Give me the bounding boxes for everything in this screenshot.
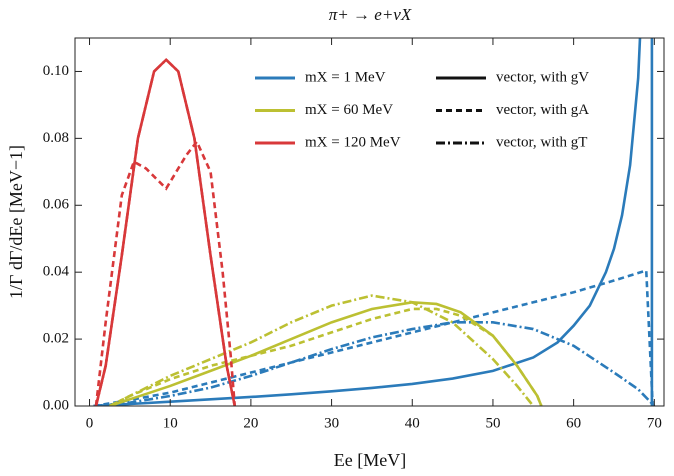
series-line xyxy=(93,38,654,406)
y-tick-label: 0.00 xyxy=(43,397,69,413)
x-tick-label: 10 xyxy=(163,415,178,431)
y-tick-label: 0.08 xyxy=(43,130,69,146)
legend-style-label: vector, with gT xyxy=(496,134,587,150)
y-tick-label: 0.06 xyxy=(43,197,70,213)
legend-style-label: vector, with gA xyxy=(496,102,589,118)
x-tick-label: 50 xyxy=(485,415,500,431)
plot-lines xyxy=(93,38,656,406)
x-tick-label: 40 xyxy=(405,415,420,431)
legend-label: mX = 60 MeV xyxy=(305,102,393,118)
series-line xyxy=(93,268,654,406)
series-line xyxy=(93,321,656,406)
plot-frame xyxy=(74,37,665,407)
x-axis-label: Ee [MeV] xyxy=(334,450,406,470)
legend-style-label: vector, with gV xyxy=(496,69,589,85)
y-axis-label: 1/Γ dΓ/dEe [MeV−1] xyxy=(6,145,26,299)
series-line xyxy=(109,307,543,406)
series-line xyxy=(94,57,237,406)
legend-label: mX = 1 MeV xyxy=(305,69,386,85)
x-tick-label: 60 xyxy=(566,415,581,431)
y-tick-label: 0.02 xyxy=(43,331,69,347)
x-tick-label: 0 xyxy=(86,415,94,431)
y-tick-label: 0.10 xyxy=(43,63,69,79)
x-tick-label: 70 xyxy=(647,415,662,431)
x-tick-label: 30 xyxy=(324,415,339,431)
x-tick-label: 20 xyxy=(243,415,258,431)
y-tick-label: 0.04 xyxy=(43,264,70,280)
chart-title: π+ → e+νX xyxy=(329,5,412,24)
series-line xyxy=(94,139,237,406)
legend-label: mX = 120 MeV xyxy=(305,134,401,150)
series-line xyxy=(109,294,535,406)
